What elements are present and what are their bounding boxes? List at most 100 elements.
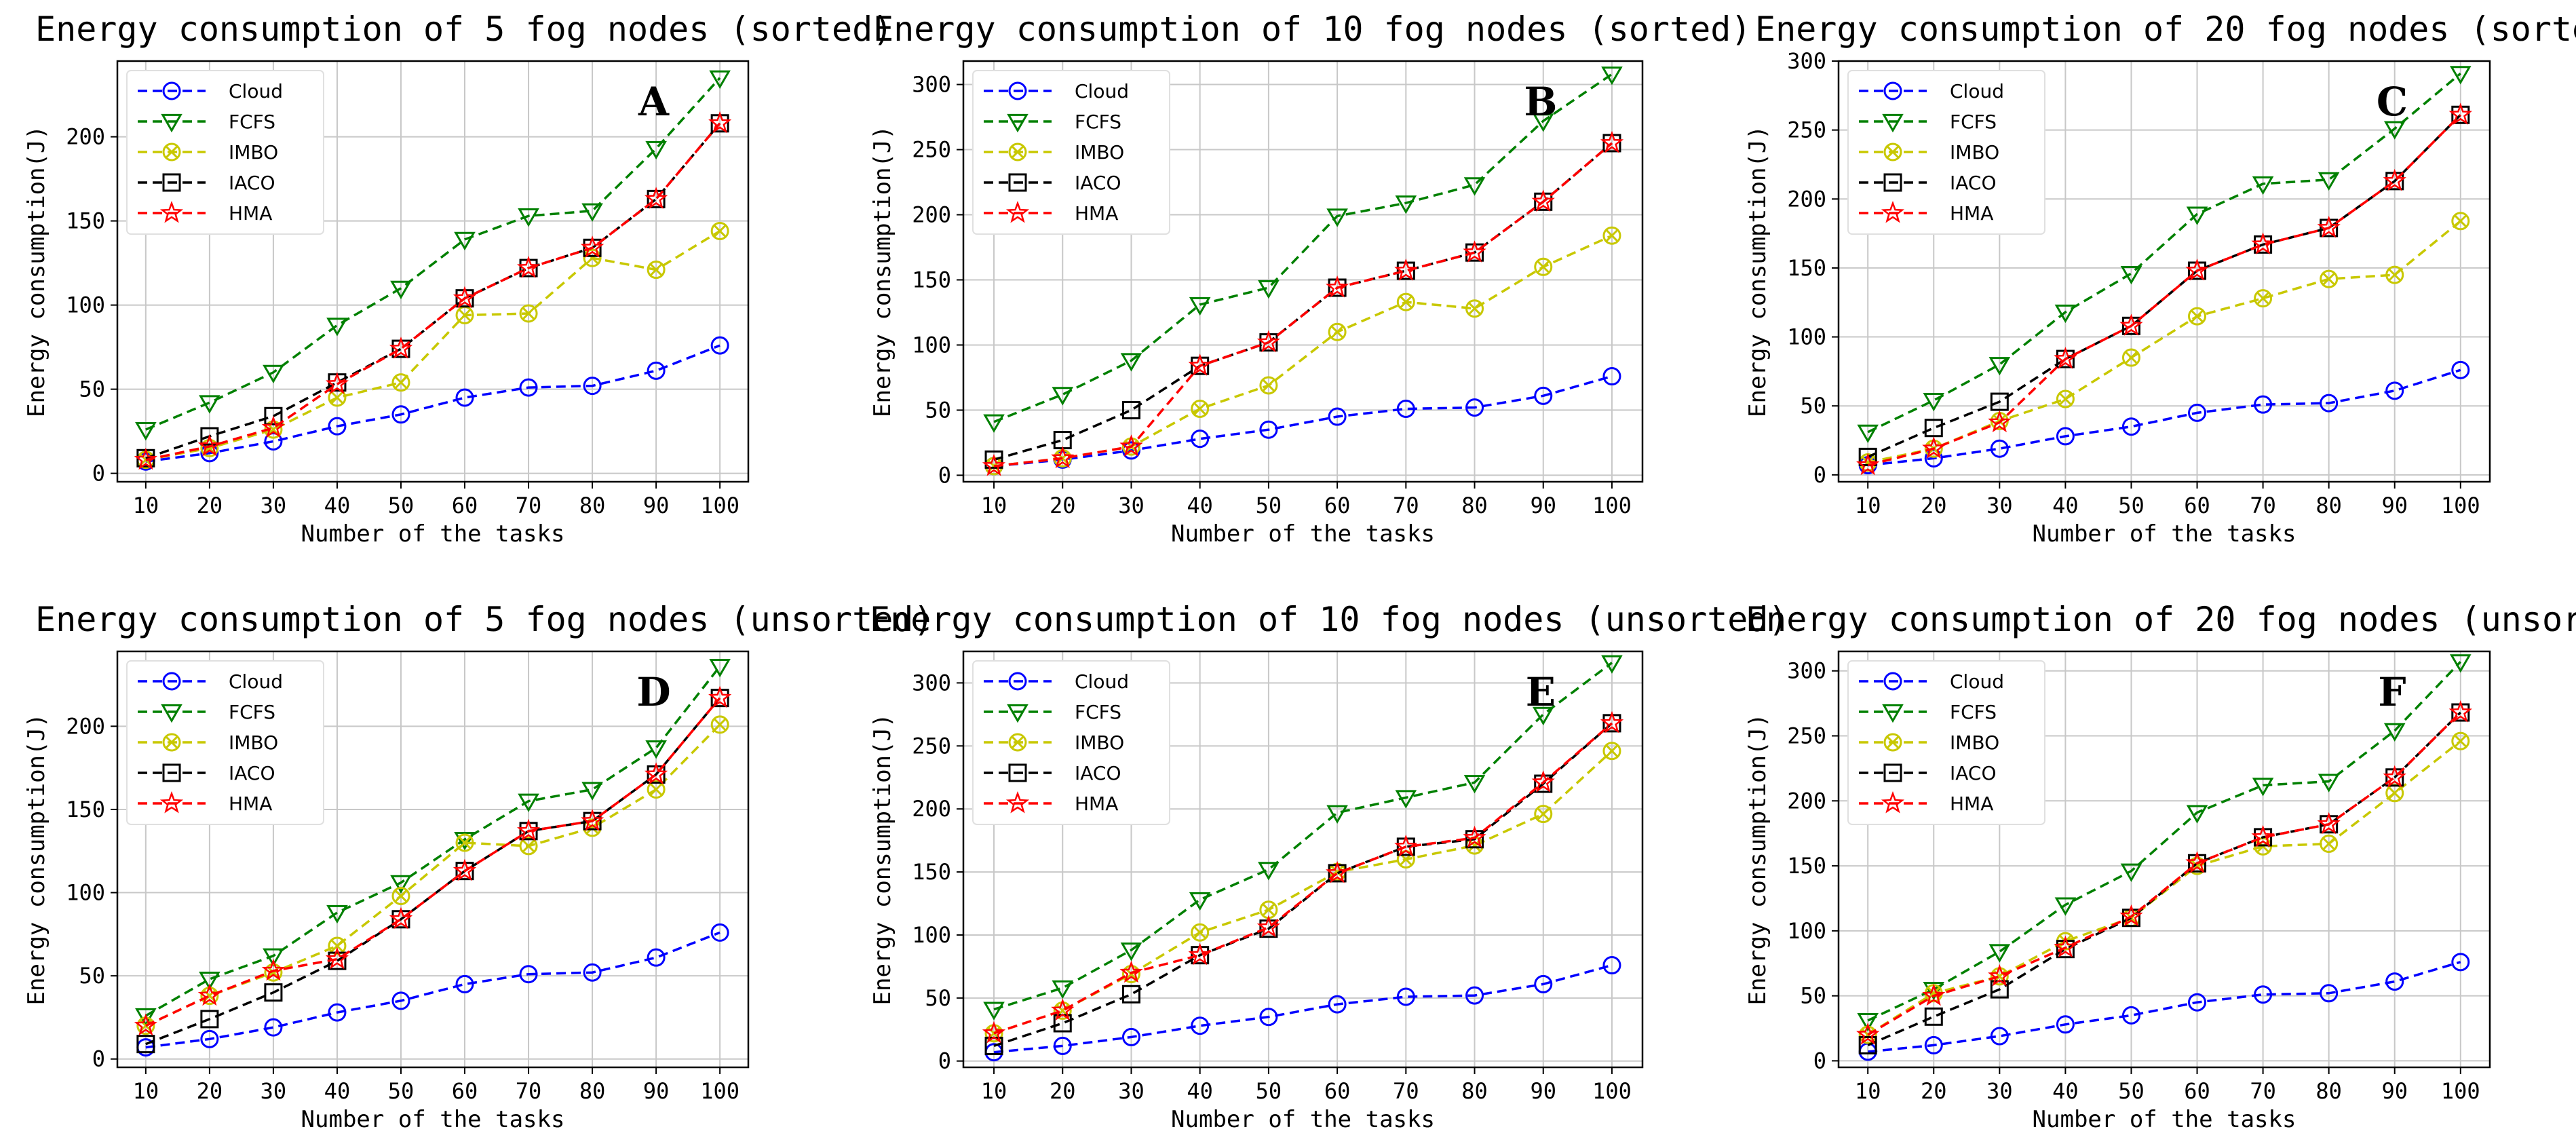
y-tick-label: 50	[1800, 393, 1826, 419]
y-tick-label: 0	[92, 1046, 105, 1072]
data-point-fcfs	[2186, 206, 2208, 225]
data-point-fcfs	[1463, 177, 1486, 196]
data-point-hma	[2317, 216, 2341, 238]
data-point-fcfs	[326, 904, 348, 924]
legend: Cloud FCFS IMBO IACO HMA	[1847, 70, 2045, 235]
y-tick-label: 100	[912, 922, 951, 948]
x-axis-label: Number of the tasks	[301, 520, 565, 548]
panel-letter: F	[2378, 669, 2406, 715]
legend-label: FCFS	[1950, 111, 1997, 133]
legend-marker	[162, 142, 181, 161]
series-fcfs	[1857, 654, 2472, 1032]
data-point-iaco	[1534, 774, 1553, 793]
data-point-hma	[1119, 960, 1143, 983]
legend-label: IMBO	[1950, 141, 1999, 164]
data-point-iaco	[200, 1010, 219, 1029]
data-point-hma	[325, 372, 349, 394]
legend-label: FCFS	[229, 701, 275, 723]
y-tick-label: 250	[912, 733, 951, 759]
y-axis-label: Energy consumption(J)	[869, 126, 896, 417]
legend-marker	[159, 200, 184, 223]
series-imbo	[136, 715, 729, 1035]
data-point-fcfs	[1988, 944, 2011, 963]
y-axis-label: Energy consumption(J)	[1744, 126, 1771, 417]
data-point-cloud	[1259, 1008, 1278, 1027]
y-tick-label: 300	[912, 72, 951, 98]
data-point-fcfs	[390, 875, 412, 894]
series-line-cloud	[993, 375, 1613, 468]
data-point-fcfs	[390, 280, 412, 299]
data-point-fcfs	[2054, 897, 2077, 916]
series-line-cloud	[993, 964, 1613, 1054]
data-point-hma	[581, 809, 604, 831]
legend-item-cloud: Cloud	[1859, 80, 2004, 102]
legend-item-iaco: IACO	[1859, 172, 1997, 194]
data-point-hma	[1531, 189, 1555, 212]
y-tick-label: 200	[66, 124, 105, 150]
data-point-hma	[197, 983, 222, 1006]
data-point-cloud	[2451, 360, 2470, 379]
y-tick-label: 0	[938, 1048, 951, 1074]
data-point-fcfs	[518, 208, 539, 227]
data-point-cloud	[1534, 974, 1553, 993]
data-point-hma	[1856, 1023, 1880, 1045]
data-point-hma	[644, 187, 668, 209]
legend-label: IMBO	[1075, 141, 1124, 164]
y-tick-label: 100	[1787, 324, 1826, 350]
data-point-fcfs	[2318, 172, 2340, 191]
legend-marker	[1883, 81, 1902, 100]
x-tick-label: 40	[2052, 1078, 2079, 1104]
data-point-imbo	[1534, 805, 1553, 824]
data-point-fcfs	[2383, 723, 2406, 742]
data-point-cloud	[200, 1029, 219, 1048]
data-point-imbo	[519, 304, 538, 323]
legend-marker	[162, 81, 181, 100]
legend-item-imbo: IMBO	[984, 141, 1124, 164]
legend-label: HMA	[1950, 793, 1993, 815]
y-tick-label: 150	[66, 797, 105, 822]
data-point-hma	[2119, 313, 2143, 336]
data-point-imbo	[1465, 299, 1484, 318]
panel-letter: A	[638, 79, 670, 125]
plot-frame	[1837, 60, 2491, 483]
legend: Cloud FCFS IMBO IACO HMA	[1847, 660, 2045, 825]
legend-item-cloud: Cloud	[1859, 670, 2004, 693]
series-hma	[982, 130, 1624, 476]
legend-item-fcfs: FCFS	[984, 111, 1121, 133]
y-tick-label: 100	[66, 880, 105, 906]
data-point-hma	[2054, 935, 2077, 958]
data-point-hma	[1922, 983, 1946, 1006]
data-point-cloud	[710, 923, 729, 942]
legend-marker	[1008, 672, 1027, 691]
legend-label: Cloud	[1950, 80, 2004, 102]
x-tick-label: 100	[700, 1078, 739, 1104]
legend-item-hma: HMA	[984, 200, 1118, 225]
data-point-hma	[2383, 168, 2406, 191]
y-tick-label: 150	[1787, 255, 1826, 281]
data-point-fcfs	[454, 231, 476, 251]
x-tick-label: 60	[452, 493, 478, 518]
data-point-fcfs	[2186, 805, 2208, 824]
plot-frame	[116, 60, 750, 483]
legend-item-imbo: IMBO	[984, 731, 1124, 754]
x-tick-label: 20	[1050, 1078, 1076, 1104]
series-line-fcfs	[145, 77, 721, 431]
legend-item-fcfs: FCFS	[1859, 701, 1997, 723]
x-tick-label: 100	[1592, 1078, 1632, 1104]
data-point-fcfs	[263, 364, 284, 383]
data-point-cloud	[328, 1003, 347, 1022]
legend-marker	[1008, 142, 1027, 161]
x-tick-label: 70	[516, 493, 542, 518]
legend-label: IACO	[1075, 762, 1121, 784]
legend-label: Cloud	[1075, 670, 1129, 693]
data-point-hma	[2317, 812, 2341, 835]
series-line-imbo	[1867, 220, 2461, 464]
data-point-iaco	[200, 427, 219, 446]
data-point-fcfs	[2120, 863, 2142, 882]
x-tick-label: 30	[1118, 1078, 1145, 1104]
legend-marker	[1883, 763, 1902, 782]
legend-marker	[1007, 704, 1029, 723]
data-point-imbo	[2451, 731, 2470, 750]
panel-letter: D	[636, 669, 670, 715]
data-point-fcfs	[1857, 424, 1879, 444]
